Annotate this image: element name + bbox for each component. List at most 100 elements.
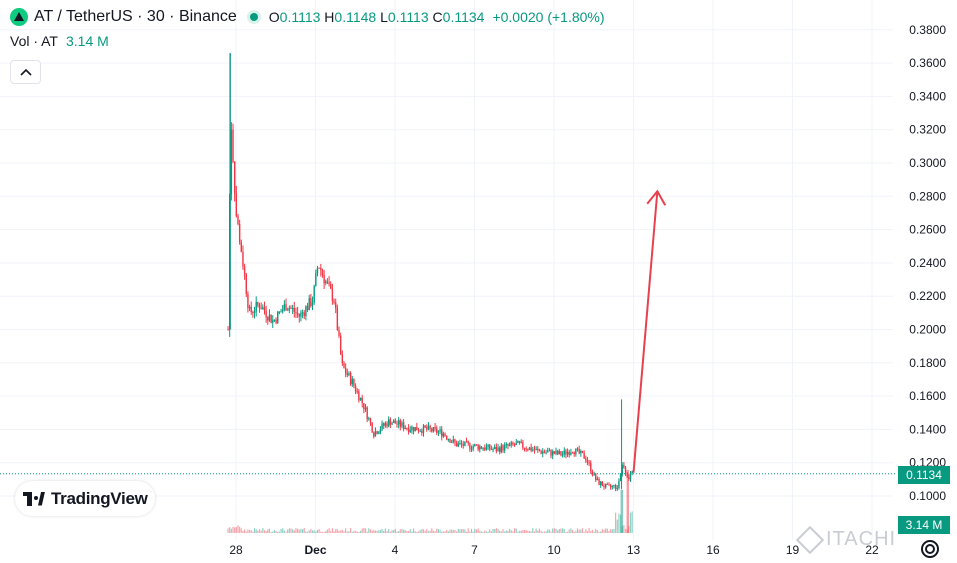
volume-bar — [252, 531, 254, 533]
candle-body — [588, 462, 590, 464]
candle-body — [320, 267, 322, 271]
volume-bar — [275, 530, 277, 533]
candle-body — [472, 446, 474, 449]
candle-body — [411, 426, 413, 431]
y-tick-label: 0.1800 — [909, 356, 946, 370]
candle-body — [348, 373, 350, 375]
volume-bar — [583, 531, 585, 533]
volume-bar — [610, 529, 612, 533]
candle-body — [553, 451, 556, 454]
volume-bar — [588, 528, 590, 533]
candle-body — [545, 452, 547, 454]
volume-bar — [230, 528, 232, 533]
volume-bar — [336, 529, 338, 533]
volume-bar — [245, 531, 247, 533]
volume-bar — [459, 529, 461, 533]
volume-bar — [406, 531, 408, 533]
candle-body — [525, 448, 527, 450]
low-value: 0.1113 — [387, 9, 429, 25]
candle-body — [623, 464, 625, 468]
volume-bar — [600, 531, 602, 533]
candle-body — [558, 451, 560, 455]
candle-body — [555, 450, 557, 454]
candle-body — [354, 385, 357, 392]
volume-bar — [550, 531, 552, 533]
x-tick-label: 28 — [229, 543, 243, 557]
candle-body — [522, 442, 524, 448]
chart-settings-button[interactable] — [921, 540, 939, 558]
candle-body — [590, 462, 592, 472]
volume-bar — [399, 529, 401, 533]
volume-bar — [391, 530, 393, 533]
candle-body — [426, 427, 428, 430]
candle-body — [374, 431, 377, 437]
high-value: 0.1148 — [334, 9, 377, 25]
volume-bar — [518, 530, 521, 533]
volume-bar — [613, 528, 615, 533]
candle-body — [389, 419, 392, 425]
volume-bar — [590, 531, 592, 533]
tradingview-logo[interactable]: TradingView — [15, 481, 155, 516]
candle-body — [343, 363, 345, 369]
candle-body — [578, 448, 580, 454]
candle-body — [376, 431, 378, 434]
y-tick-label: 0.3400 — [909, 89, 946, 103]
volume-bar — [504, 531, 506, 533]
candle-body — [268, 314, 271, 321]
volume-bar — [384, 528, 386, 533]
volume-bar — [381, 529, 383, 533]
volume-bar — [325, 531, 327, 533]
x-tick-label: 4 — [392, 543, 399, 557]
tradingview-logo-text: TradingView — [51, 488, 148, 508]
candle-body — [580, 450, 582, 454]
candle-body — [556, 450, 559, 455]
candle-body — [515, 442, 517, 446]
volume-bar — [315, 531, 317, 533]
candle-body — [445, 435, 448, 440]
candle-body — [609, 484, 612, 488]
candle-body — [548, 450, 551, 452]
volume-bar — [265, 530, 267, 533]
volume-bar — [517, 531, 519, 533]
volume-bar — [522, 530, 524, 533]
candle-body — [422, 425, 425, 433]
volume-bar — [321, 531, 324, 533]
candle-body — [449, 438, 451, 443]
volume-bar — [323, 531, 325, 533]
volume-bar — [273, 530, 276, 533]
volume-bar — [593, 531, 595, 533]
candle-body — [500, 445, 503, 453]
candle-body — [401, 422, 403, 427]
volume-bar — [280, 528, 282, 533]
candle-body — [381, 423, 383, 430]
candle-body — [336, 308, 339, 330]
y-tick-label: 0.2600 — [909, 223, 946, 237]
open-label: O — [268, 9, 280, 25]
candle-body — [424, 425, 426, 428]
candle-body — [457, 443, 459, 447]
volume-bar — [447, 531, 449, 533]
candle-body — [550, 450, 552, 456]
candle-body — [412, 426, 415, 432]
candle-body — [237, 216, 239, 224]
volume-bar — [532, 528, 534, 533]
candle-body — [619, 474, 622, 482]
collapse-legend-button[interactable] — [10, 60, 41, 84]
candle-body — [325, 281, 327, 284]
symbol-title[interactable]: AT / TetherUS · 30 · Binance — [34, 8, 237, 25]
volume-bar — [434, 531, 436, 533]
candle-body — [492, 448, 494, 450]
candle-body — [596, 478, 599, 481]
candle-body — [258, 305, 261, 309]
watermark-text: ITACHI — [826, 528, 897, 550]
candle-body — [255, 301, 257, 312]
candle-body — [547, 451, 549, 453]
volume-bar — [239, 526, 241, 533]
candle-body — [432, 427, 435, 432]
candle-body — [434, 427, 436, 429]
volume-bar — [475, 529, 478, 533]
candle-body — [573, 452, 575, 455]
candle-body — [470, 448, 473, 450]
candle-body — [583, 453, 585, 459]
